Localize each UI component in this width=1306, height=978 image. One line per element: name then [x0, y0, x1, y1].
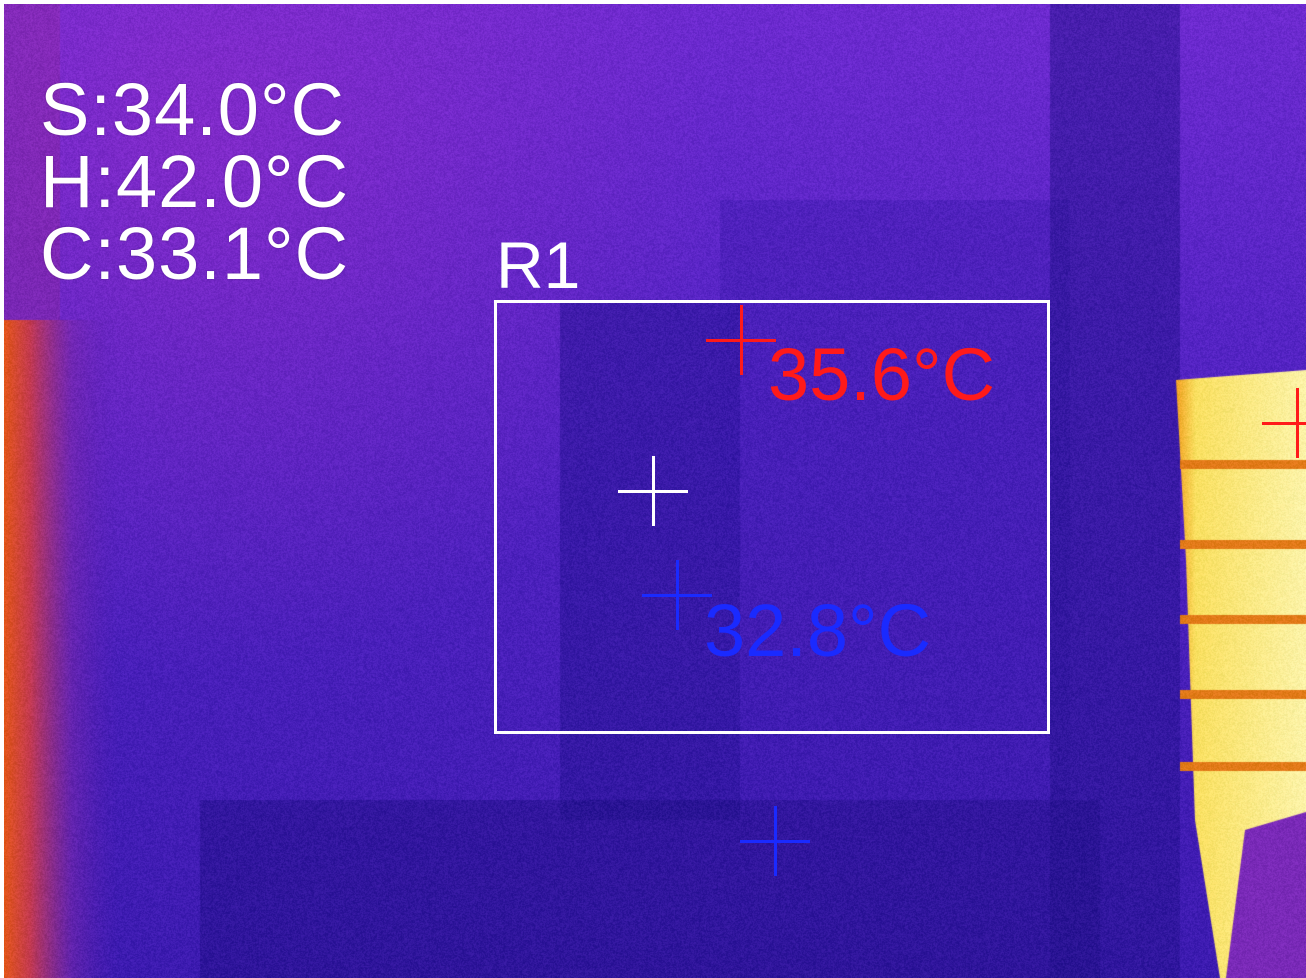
cold-temperature: C:33.1°C: [40, 218, 349, 290]
global-coldspot-crosshair-icon: [740, 806, 810, 876]
global-hotspot-crosshair-icon: [1262, 388, 1306, 458]
roi-coldspot-crosshair-icon: [642, 560, 712, 630]
roi-max-temperature: 35.6°C: [768, 338, 995, 412]
spot-temperature: S:34.0°C: [40, 74, 349, 146]
temperature-readout: S:34.0°C H:42.0°C C:33.1°C: [40, 74, 349, 290]
roi-label: R1: [496, 232, 580, 298]
center-crosshair-icon: [618, 456, 688, 526]
hot-temperature: H:42.0°C: [40, 146, 349, 218]
roi-hotspot-crosshair-icon: [706, 305, 776, 375]
roi-min-temperature: 32.8°C: [704, 594, 931, 668]
